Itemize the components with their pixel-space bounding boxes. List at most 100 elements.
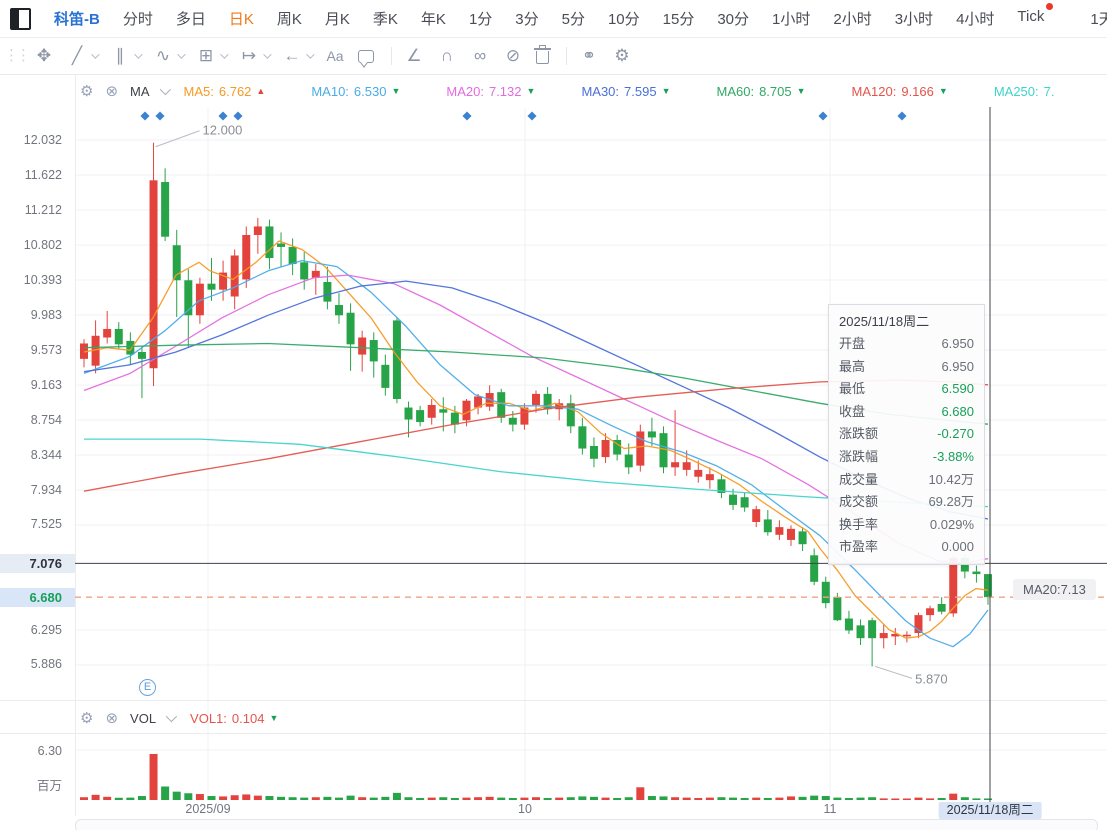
- high-annotation-line: [155, 130, 200, 148]
- candle-body: [636, 431, 645, 466]
- tab-分时[interactable]: 分时: [122, 11, 153, 28]
- delete-drawings-icon[interactable]: [534, 45, 551, 64]
- volume-bar: [172, 791, 181, 800]
- tab-周K[interactable]: 周K: [276, 11, 302, 28]
- tab-5分[interactable]: 5分: [561, 11, 585, 28]
- event-diamond-marker: [233, 111, 243, 121]
- note-icon[interactable]: [358, 49, 374, 63]
- tab-2小时[interactable]: 2小时: [833, 11, 872, 28]
- legend-ma120[interactable]: MA120: 9.166 ▼: [851, 83, 948, 99]
- chevron-down-icon[interactable]: [165, 710, 178, 723]
- candle-body: [647, 431, 656, 438]
- volume-bar: [613, 798, 622, 800]
- volume-bar: [207, 796, 216, 800]
- low-annotation: 5.870: [915, 671, 948, 686]
- candle-body: [520, 407, 529, 425]
- volume-bar: [427, 797, 436, 800]
- tab-15分[interactable]: 15分: [662, 11, 695, 28]
- volume-bar: [694, 798, 703, 800]
- vol-settings-gear-icon[interactable]: ⚙: [80, 710, 94, 727]
- vol-indicator-name[interactable]: VOL: [130, 710, 157, 726]
- legend-ma30[interactable]: MA30: 7.595 ▼: [581, 83, 671, 99]
- legend-vol1[interactable]: VOL1: 0.104 ▼: [190, 710, 279, 726]
- legend-ma250[interactable]: MA250: 7.: [993, 83, 1055, 99]
- volume-bar: [775, 797, 784, 800]
- continuous-draw-icon[interactable]: ∞: [473, 46, 487, 65]
- legend-ma60[interactable]: MA60: 8.705 ▼: [716, 83, 806, 99]
- drawing-settings-icon[interactable]: ⚙: [614, 46, 630, 65]
- legend-ma10[interactable]: MA10: 6.530 ▼: [311, 83, 401, 99]
- tooltip-row: 市盈率 0.000: [839, 539, 974, 555]
- tab-日K[interactable]: 日K: [228, 11, 254, 28]
- tab-3分[interactable]: 3分: [515, 11, 539, 28]
- ma-indicator-name[interactable]: MA: [130, 83, 150, 99]
- tab-4小时[interactable]: 4小时: [956, 11, 995, 28]
- volume-bar: [949, 793, 958, 800]
- candle-body: [624, 454, 633, 468]
- earnings-event-icon[interactable]: E: [139, 679, 156, 696]
- candle-body: [474, 396, 483, 408]
- tab-月K[interactable]: 月K: [324, 11, 350, 28]
- period-selector-label: 1天 : 1分K: [1090, 11, 1107, 28]
- gann-icon[interactable]: ⊞: [196, 46, 229, 66]
- parallel-lines-icon[interactable]: ∥: [110, 46, 143, 66]
- candle-body: [786, 528, 795, 540]
- magnet-icon[interactable]: ∩: [440, 46, 454, 65]
- timeline-scrollbar[interactable]: [75, 819, 1098, 830]
- move-icon[interactable]: ✥: [36, 46, 52, 65]
- tab-3小时[interactable]: 3小时: [894, 11, 934, 28]
- volume-bar: [114, 797, 123, 800]
- ma-settings-gear-icon[interactable]: ⚙: [80, 83, 94, 100]
- legend-ma5[interactable]: MA5: 6.762 ▲: [183, 83, 266, 99]
- candle-body: [149, 180, 158, 369]
- candle-body: [300, 262, 309, 280]
- tab-多日[interactable]: 多日: [175, 11, 206, 28]
- arrow-icon[interactable]: ←: [282, 46, 315, 66]
- volume-bar: [566, 797, 575, 800]
- time-axis-tick: 11: [823, 802, 837, 816]
- tab-年K[interactable]: 年K: [420, 11, 446, 28]
- candle-body: [578, 426, 587, 449]
- event-diamond-marker: [818, 111, 828, 121]
- sync-drawings-icon[interactable]: ⚭: [581, 46, 597, 65]
- text-icon[interactable]: Aa: [326, 48, 344, 64]
- drawing-toolbar: ⋮⋮ ✥ ╱ ∥ ∿ ⊞ ↦ ← Aa ∠ ∩ ∞ ⊘ ⚭ ⚙: [0, 38, 1107, 75]
- ma-close-icon[interactable]: ⊗: [105, 83, 119, 100]
- volume-bar: [149, 753, 158, 800]
- wave-icon[interactable]: ∿: [153, 46, 186, 66]
- tab-Tick[interactable]: Tick: [1017, 3, 1054, 29]
- volume-bar: [508, 798, 517, 800]
- volume-bar: [624, 797, 633, 800]
- angle-icon[interactable]: ∠: [406, 46, 422, 65]
- period-selector[interactable]: 1天 : 1分K: [1090, 8, 1107, 29]
- symbol-name[interactable]: 科笛-B: [54, 11, 100, 28]
- trendline-icon[interactable]: ╱: [67, 46, 100, 66]
- tab-季K[interactable]: 季K: [372, 11, 398, 28]
- volume-bar: [126, 797, 135, 800]
- volume-bar: [462, 797, 471, 800]
- tooltip-row: 开盘 6.950: [839, 336, 974, 351]
- candle-body: [659, 433, 668, 468]
- vol-close-icon[interactable]: ⊗: [105, 710, 119, 727]
- volume-bar: [103, 796, 112, 800]
- tab-1分[interactable]: 1分: [468, 11, 493, 28]
- event-diamond-marker: [527, 111, 537, 121]
- volume-bar: [798, 796, 807, 800]
- hide-drawings-icon[interactable]: ⊘: [505, 46, 521, 65]
- tab-30分[interactable]: 30分: [717, 11, 750, 28]
- tab-10分[interactable]: 10分: [607, 11, 640, 28]
- down-triangle-icon: ▼: [796, 85, 806, 96]
- down-triangle-icon: ▼: [938, 85, 948, 96]
- volume-bar: [416, 798, 425, 800]
- candle-body: [729, 494, 738, 505]
- chevron-down-icon[interactable]: [159, 83, 171, 96]
- event-diamond-marker: [140, 111, 150, 121]
- volume-bar: [358, 797, 367, 800]
- horizontal-ray-icon[interactable]: ↦: [239, 46, 272, 66]
- tab-1小时[interactable]: 1小时: [772, 11, 811, 28]
- candle-body: [277, 243, 286, 247]
- legend-ma20[interactable]: MA20: 7.132 ▼: [446, 83, 536, 99]
- price-axis-tick: 7.934: [30, 482, 62, 497]
